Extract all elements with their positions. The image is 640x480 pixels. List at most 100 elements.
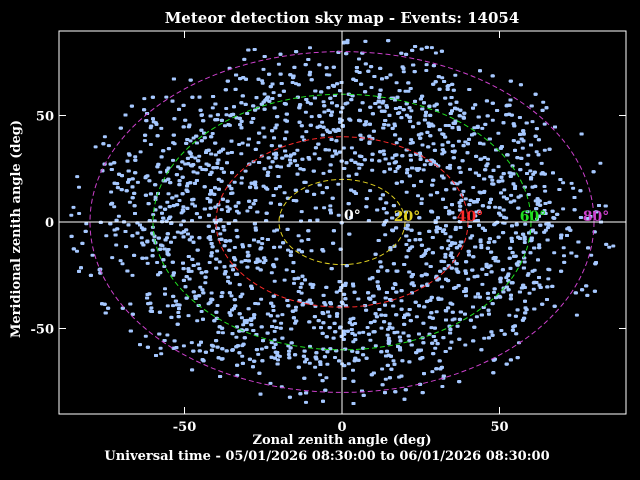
meteor-point [413, 99, 417, 103]
meteor-point [219, 295, 224, 298]
meteor-point [215, 249, 220, 253]
meteor-point [179, 223, 183, 227]
meteor-point [441, 197, 445, 201]
meteor-point [171, 304, 175, 308]
meteor-point [317, 63, 322, 67]
meteor-point [536, 153, 541, 157]
meteor-point [490, 101, 495, 105]
meteor-point [289, 341, 294, 345]
meteor-point [155, 134, 160, 138]
meteor-point [71, 247, 76, 251]
meteor-point [489, 330, 494, 334]
meteor-point [284, 119, 289, 123]
meteor-point [347, 232, 352, 236]
meteor-point [484, 262, 489, 266]
meteor-point [344, 264, 349, 268]
meteor-point [243, 259, 248, 262]
meteor-point [214, 310, 219, 314]
meteor-point [580, 288, 585, 292]
meteor-point [262, 135, 267, 139]
meteor-point [231, 268, 235, 272]
meteor-point [512, 199, 517, 203]
meteor-point [486, 240, 491, 244]
meteor-point [449, 266, 454, 270]
meteor-point [499, 329, 504, 332]
meteor-point [127, 153, 132, 157]
meteor-point [102, 135, 107, 139]
meteor-point [392, 331, 397, 335]
meteor-point [383, 303, 387, 307]
meteor-point [446, 140, 451, 144]
meteor-point [309, 115, 314, 119]
meteor-point [259, 246, 264, 250]
meteor-point [449, 340, 454, 344]
meteor-point [501, 172, 506, 176]
meteor-point [272, 329, 277, 333]
meteor-point [158, 271, 163, 275]
meteor-point [245, 265, 250, 269]
meteor-point [470, 268, 475, 272]
meteor-point [172, 235, 177, 239]
meteor-point [229, 139, 234, 143]
meteor-point [239, 316, 244, 320]
meteor-point [409, 138, 414, 142]
meteor-point [150, 95, 155, 99]
meteor-point [245, 209, 250, 213]
meteor-point [282, 191, 287, 195]
meteor-point [476, 115, 481, 119]
meteor-point [213, 153, 218, 157]
meteor-point [185, 184, 190, 188]
meteor-point [369, 65, 374, 69]
meteor-point [227, 207, 232, 211]
meteor-point [398, 348, 403, 352]
meteor-point [394, 153, 399, 157]
meteor-point [220, 331, 225, 335]
meteor-point [194, 212, 199, 216]
meteor-point [284, 268, 289, 272]
meteor-point [569, 181, 574, 185]
meteor-point [319, 326, 323, 330]
meteor-point [361, 393, 366, 397]
meteor-point [394, 141, 399, 145]
meteor-point [138, 150, 143, 154]
meteor-point [257, 371, 262, 375]
meteor-point [366, 332, 371, 336]
meteor-point [266, 95, 270, 99]
meteor-point [177, 307, 181, 311]
meteor-point [77, 269, 81, 273]
meteor-point [514, 223, 519, 227]
meteor-point [326, 310, 330, 314]
meteor-point [219, 179, 224, 183]
meteor-point [216, 356, 221, 360]
meteor-point [450, 126, 455, 130]
meteor-point [165, 200, 170, 204]
meteor-point [259, 102, 264, 106]
meteor-point [521, 283, 526, 287]
meteor-point [449, 251, 454, 255]
meteor-point [363, 123, 368, 126]
meteor-point [405, 171, 409, 175]
meteor-point [181, 125, 186, 129]
meteor-point [410, 141, 415, 145]
meteor-point [521, 250, 526, 254]
meteor-point [478, 238, 483, 242]
meteor-point [430, 183, 435, 187]
meteor-point [366, 219, 371, 223]
meteor-point [253, 302, 258, 305]
meteor-point [407, 308, 412, 311]
meteor-point [237, 283, 242, 287]
meteor-point [147, 219, 152, 223]
meteor-point [280, 156, 285, 160]
meteor-point [266, 156, 271, 160]
meteor-point [442, 267, 447, 271]
meteor-point [434, 367, 439, 371]
meteor-point [448, 254, 453, 257]
meteor-point [393, 390, 398, 394]
meteor-point [431, 82, 436, 86]
meteor-point [209, 152, 214, 156]
meteor-point [536, 258, 540, 262]
meteor-point [262, 55, 267, 58]
meteor-point [574, 254, 579, 258]
meteor-point [227, 248, 232, 252]
